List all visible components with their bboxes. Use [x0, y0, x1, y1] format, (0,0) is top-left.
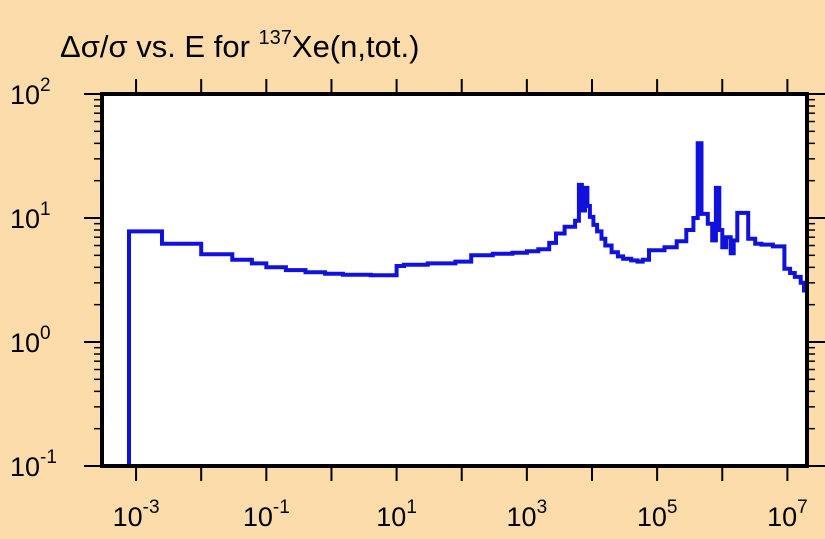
x-tick-label: 10-1	[243, 497, 290, 532]
chart-title-prefix: Δσ/σ vs. E for	[60, 29, 259, 64]
chart-title: Δσ/σ vs. E for 137Xe(n,tot.)	[60, 27, 419, 64]
y-tick-label: 101	[10, 199, 51, 234]
plot-frame	[100, 92, 809, 468]
x-tick-label: 101	[376, 497, 417, 532]
plot-content	[127, 141, 807, 466]
y-tick-label: 10-1	[10, 447, 57, 482]
chart-title-suffix: Xe(n,tot.)	[292, 29, 420, 64]
x-tick-label: 103	[507, 497, 548, 532]
plot-area	[102, 94, 807, 466]
y-tick-label: 100	[10, 323, 51, 358]
tick-labels: 10-3 10-1 101 103 105 107 102 101 100 10-1	[10, 75, 808, 532]
series-line-1	[127, 141, 807, 466]
x-tick-label: 10-3	[113, 497, 160, 532]
x-tick-label: 105	[637, 497, 678, 532]
y-tick-label: 102	[10, 75, 51, 110]
x-tick-label: 107	[767, 497, 808, 532]
chart-title-superscript: 137	[259, 27, 292, 49]
